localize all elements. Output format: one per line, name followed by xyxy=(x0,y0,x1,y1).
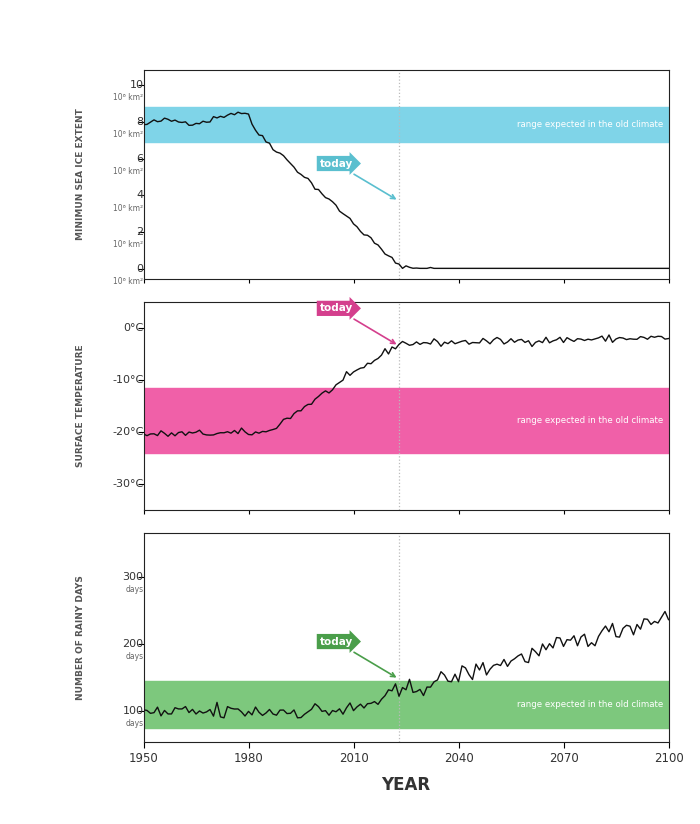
Text: 10⁶ km²: 10⁶ km² xyxy=(113,241,144,250)
Text: 10: 10 xyxy=(130,80,144,90)
Text: 300: 300 xyxy=(122,572,144,582)
Text: SURFACE TEMPERATURE: SURFACE TEMPERATURE xyxy=(76,344,85,467)
Text: range expected in the old climate: range expected in the old climate xyxy=(517,415,664,424)
Text: -30°C: -30°C xyxy=(112,479,144,489)
Text: 10⁶ km²: 10⁶ km² xyxy=(113,166,144,176)
Bar xyxy=(144,681,668,728)
Text: today: today xyxy=(319,303,395,344)
Bar xyxy=(144,107,668,142)
Text: YEAR: YEAR xyxy=(382,776,430,794)
Text: days: days xyxy=(125,719,144,728)
Text: NUMBER OF RAINY DAYS: NUMBER OF RAINY DAYS xyxy=(76,575,85,700)
Text: 0: 0 xyxy=(136,265,144,274)
Text: today: today xyxy=(319,636,395,677)
Text: 0°C: 0°C xyxy=(123,323,144,333)
Text: 10⁶ km²: 10⁶ km² xyxy=(113,278,144,286)
Text: 4: 4 xyxy=(136,190,144,200)
Text: days: days xyxy=(125,652,144,661)
Text: -20°C: -20°C xyxy=(112,427,144,437)
Text: CLIMATE TRANSITION IN THE ARCTIC: CLIMATE TRANSITION IN THE ARCTIC xyxy=(136,26,564,46)
Bar xyxy=(144,387,668,452)
Text: 8: 8 xyxy=(136,117,144,127)
Text: 200: 200 xyxy=(122,639,144,649)
Text: 10⁶ km²: 10⁶ km² xyxy=(113,129,144,138)
Text: days: days xyxy=(125,585,144,594)
Text: 100: 100 xyxy=(122,706,144,716)
Text: range expected in the old climate: range expected in the old climate xyxy=(517,700,664,709)
Text: today: today xyxy=(319,158,395,199)
Text: range expected in the old climate: range expected in the old climate xyxy=(517,120,664,129)
Text: 10⁶ km²: 10⁶ km² xyxy=(113,204,144,213)
Text: 10⁶ km²: 10⁶ km² xyxy=(113,93,144,102)
Text: MINIMUN SEA ICE EXTENT: MINIMUN SEA ICE EXTENT xyxy=(76,108,85,241)
Text: -10°C: -10°C xyxy=(112,375,144,385)
Text: 6: 6 xyxy=(136,153,144,164)
Text: 2: 2 xyxy=(136,227,144,237)
